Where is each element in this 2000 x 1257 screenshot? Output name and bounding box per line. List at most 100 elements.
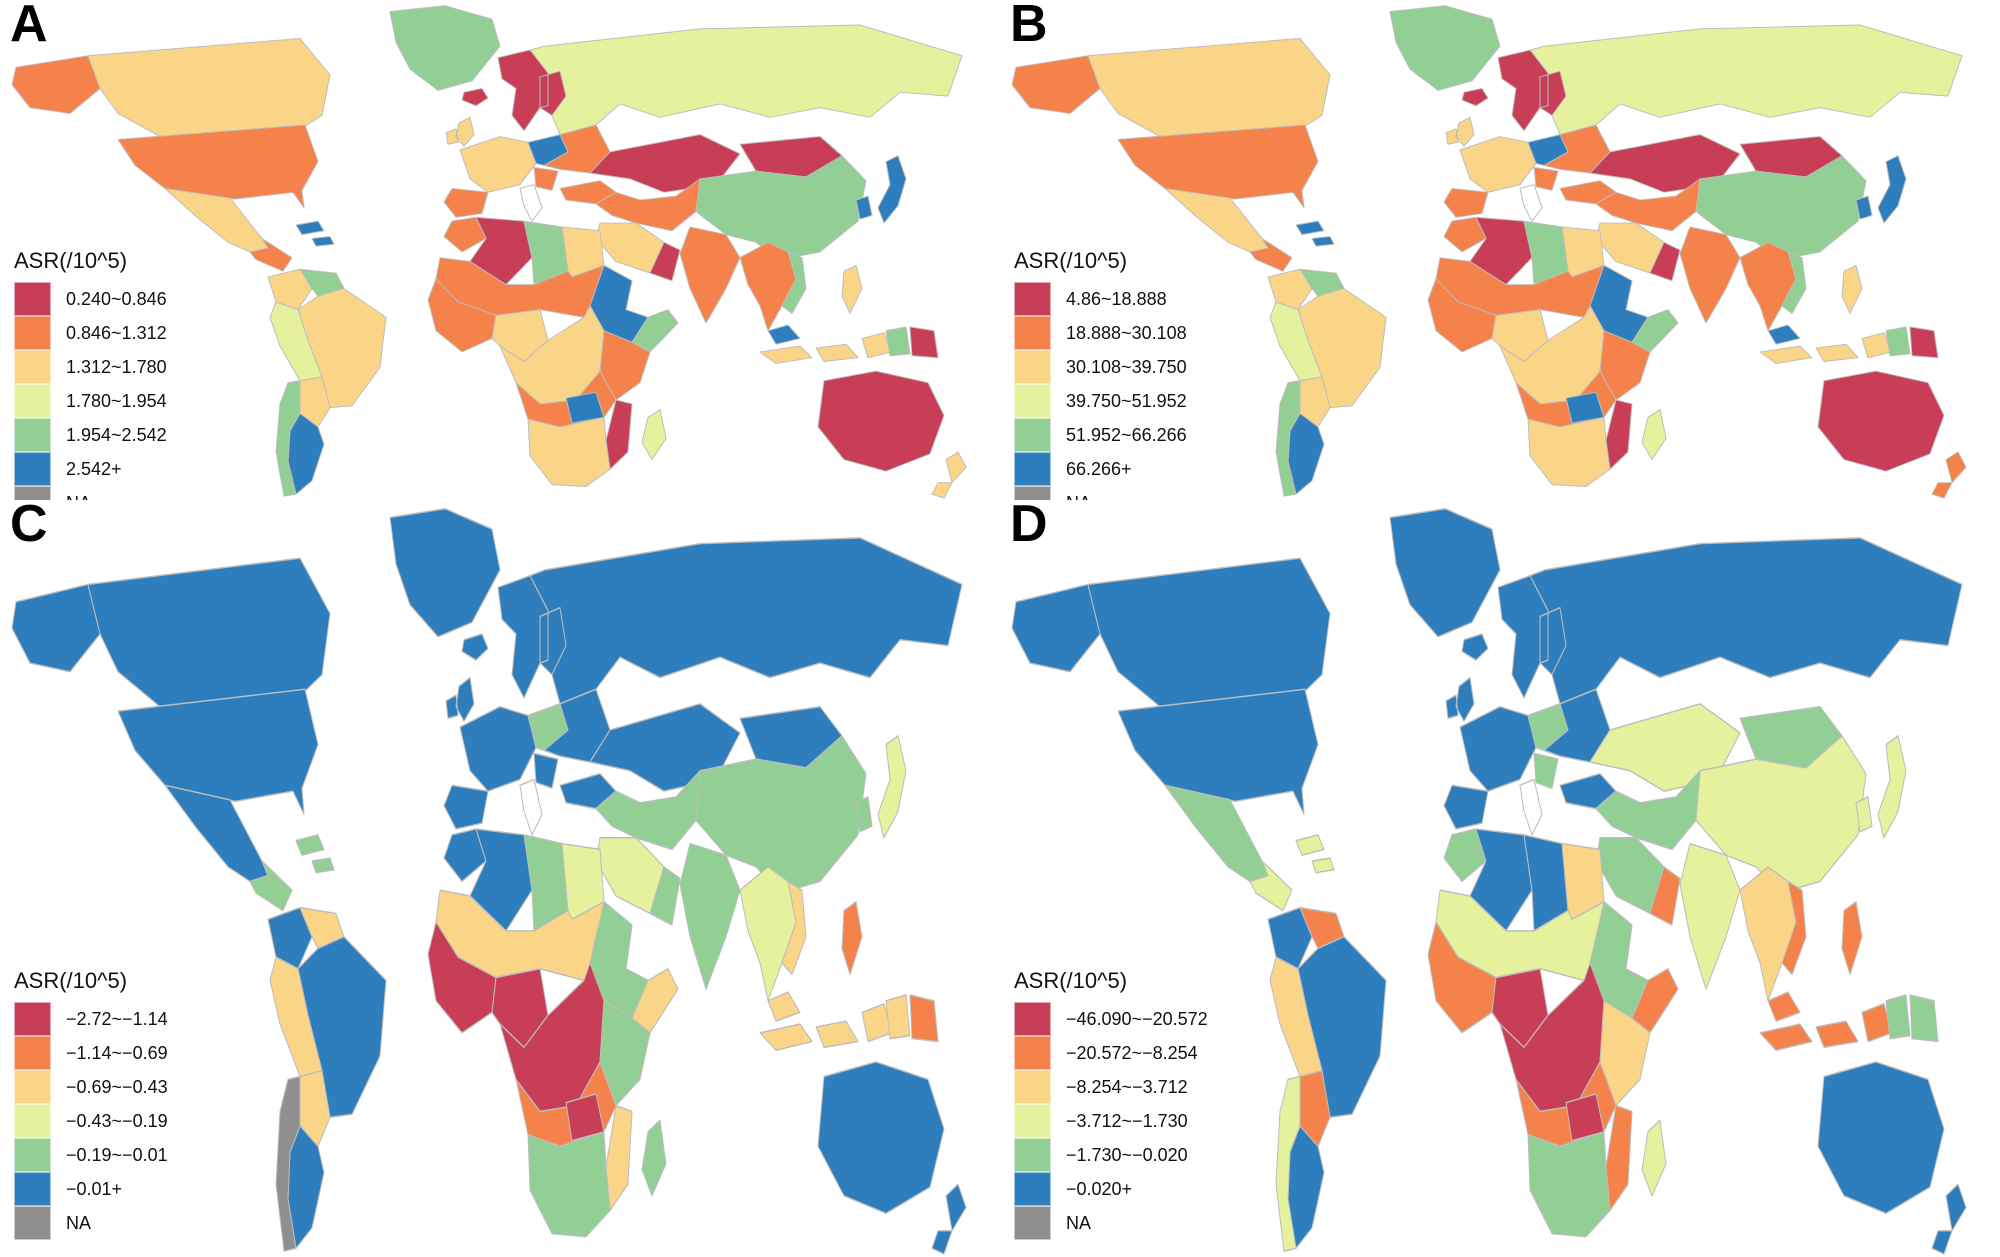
panel-d: D bbox=[1000, 500, 2000, 1257]
legend-color-swatch bbox=[1014, 1104, 1051, 1138]
chile-region bbox=[275, 1075, 301, 1252]
legend-item-label: NA bbox=[66, 493, 91, 501]
legend-color-swatch bbox=[14, 1104, 51, 1138]
se-asia-region bbox=[1739, 241, 1797, 332]
legend-item: −46.090~−20.572 bbox=[1014, 1002, 1208, 1036]
colombia-region bbox=[1267, 268, 1313, 311]
mozambique-region bbox=[605, 1104, 633, 1212]
uk-ireland-region bbox=[1445, 676, 1475, 723]
italy-region bbox=[1519, 778, 1543, 836]
morocco-region bbox=[1443, 828, 1487, 883]
central-america-region bbox=[1249, 237, 1293, 272]
mexico-region bbox=[1164, 784, 1269, 883]
png-region bbox=[909, 326, 939, 359]
caribbean-region bbox=[295, 834, 335, 874]
colombia-region bbox=[267, 268, 313, 311]
philippines-region bbox=[841, 901, 863, 976]
legend-item-label: 1.954~2.542 bbox=[66, 424, 167, 445]
alaska-region bbox=[1011, 55, 1101, 114]
legend-item-label: 4.86~18.888 bbox=[1066, 288, 1167, 309]
balkans-region bbox=[1533, 752, 1559, 789]
legend-item: 4.86~18.888 bbox=[1014, 282, 1187, 316]
panel-d-legend: ASR(/10^5) −46.090~−20.572 −20.572~−8.25… bbox=[1014, 968, 1208, 1240]
panel-b: B bbox=[1000, 0, 2000, 500]
caribbean-region bbox=[1295, 220, 1335, 247]
legend-item: −20.572~−8.254 bbox=[1014, 1036, 1208, 1070]
legend-item: NA bbox=[1014, 1206, 1208, 1240]
panel-b-label: B bbox=[1010, 0, 1048, 53]
west-europe-region bbox=[459, 705, 537, 792]
morocco-region bbox=[443, 216, 487, 253]
west-africa-region bbox=[1427, 278, 1497, 353]
korea-region bbox=[855, 195, 873, 220]
russia-region bbox=[1529, 537, 1963, 705]
somalia-region bbox=[631, 309, 679, 353]
indonesia-region bbox=[759, 1002, 893, 1052]
philippines-region bbox=[1841, 901, 1863, 976]
yemen-region bbox=[649, 241, 681, 282]
mozambique-region bbox=[605, 399, 633, 470]
panel-c-label: C bbox=[10, 500, 48, 553]
legend-color-swatch bbox=[1014, 1036, 1051, 1070]
new-zealand-region bbox=[1931, 1183, 1967, 1255]
legend-item: 1.780~1.954 bbox=[14, 384, 167, 418]
india-region bbox=[679, 842, 741, 990]
vietnam-region bbox=[781, 880, 807, 976]
legend-color-swatch bbox=[1014, 1002, 1051, 1036]
italy-region bbox=[1519, 184, 1543, 222]
legend-items: −46.090~−20.572 −20.572~−8.254 −8.254~−3… bbox=[1014, 1002, 1208, 1240]
scandinavia-region bbox=[497, 574, 567, 699]
malaysia-region bbox=[1767, 991, 1801, 1022]
balkans-region bbox=[533, 752, 559, 789]
japan-region bbox=[1877, 735, 1907, 839]
new-zealand-region bbox=[931, 1183, 967, 1255]
legend-color-swatch bbox=[14, 418, 51, 452]
vietnam-region bbox=[1781, 880, 1807, 976]
legend-item-label: −0.020+ bbox=[1066, 1178, 1133, 1199]
legend-color-swatch bbox=[1014, 418, 1051, 452]
legend-item: 0.846~1.312 bbox=[14, 316, 167, 350]
mozambique-region bbox=[1605, 399, 1633, 470]
legend-color-swatch bbox=[14, 1002, 51, 1036]
spain-region bbox=[443, 784, 489, 830]
legend-item: 66.266+ bbox=[1014, 452, 1187, 486]
legend-item: −0.19~−0.01 bbox=[14, 1138, 168, 1172]
legend-color-swatch bbox=[1014, 1070, 1051, 1104]
australia-region bbox=[817, 370, 945, 472]
legend-item-label: 30.108~39.750 bbox=[1066, 356, 1187, 377]
west-europe-region bbox=[1459, 705, 1537, 792]
east-europe-region bbox=[1543, 124, 1611, 174]
legend-item: 18.888~30.108 bbox=[1014, 316, 1187, 350]
india-region bbox=[1679, 842, 1741, 990]
legend-item-label: NA bbox=[66, 1212, 92, 1233]
chile-region bbox=[275, 380, 301, 497]
usa-region bbox=[1117, 688, 1319, 816]
se-asia-region bbox=[739, 866, 797, 1002]
legend-color-swatch bbox=[14, 1206, 51, 1240]
japan-region bbox=[877, 735, 907, 839]
australia-region bbox=[1817, 370, 1945, 472]
legend-item: 1.312~1.780 bbox=[14, 350, 167, 384]
legend-item: −0.69~−0.43 bbox=[14, 1070, 168, 1104]
chile-region bbox=[1275, 1075, 1301, 1252]
legend-item-label: −2.72~−1.14 bbox=[66, 1008, 168, 1029]
west-europe-region bbox=[1459, 136, 1537, 193]
japan-region bbox=[877, 155, 907, 224]
mexico-region bbox=[1164, 187, 1269, 253]
west-africa-region bbox=[1427, 921, 1497, 1034]
australia-region bbox=[817, 1061, 945, 1215]
legend-item: 1.954~2.542 bbox=[14, 418, 167, 452]
russia-region bbox=[529, 24, 963, 136]
legend-item: −0.01+ bbox=[14, 1172, 168, 1206]
legend-item-label: −46.090~−20.572 bbox=[1066, 1008, 1208, 1029]
legend-item: −0.43~−0.19 bbox=[14, 1104, 168, 1138]
middle-east-region bbox=[595, 770, 701, 851]
china-region bbox=[1695, 155, 1867, 261]
legend-item: 30.108~39.750 bbox=[1014, 350, 1187, 384]
panel-d-world-map bbox=[1000, 500, 2000, 1257]
legend-item-label: −0.19~−0.01 bbox=[66, 1144, 168, 1165]
legend-item-label: 66.266+ bbox=[1066, 458, 1132, 479]
spain-region bbox=[443, 187, 489, 218]
morocco-region bbox=[1443, 216, 1487, 253]
